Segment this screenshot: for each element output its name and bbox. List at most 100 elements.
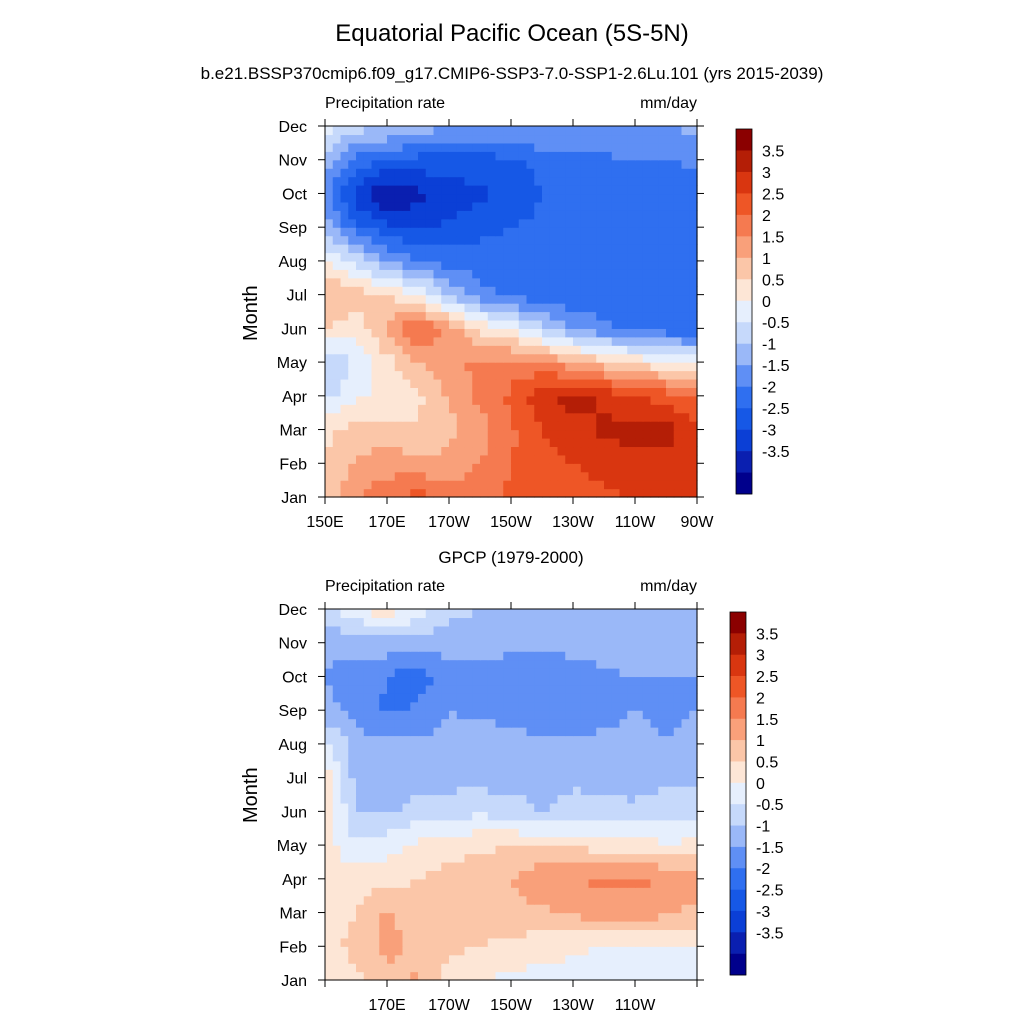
heatmap-cell [371, 395, 380, 405]
heatmap-cell [325, 878, 334, 888]
heatmap-cell [619, 480, 628, 490]
heatmap-cell [580, 480, 590, 490]
heatmap-cell [410, 362, 419, 372]
heatmap-cell [340, 286, 349, 296]
heatmap-cell [371, 168, 380, 178]
heatmap-cell [402, 937, 411, 947]
heatmap-cell [394, 904, 404, 914]
heatmap-cell [418, 811, 427, 821]
heatmap-cell [487, 353, 497, 363]
heatmap-cell [363, 303, 373, 313]
heatmap-cell [402, 294, 411, 304]
heatmap-cell [441, 362, 450, 372]
heatmap-cell [689, 201, 698, 211]
heatmap-cell [565, 861, 574, 871]
heatmap-cell [363, 819, 373, 829]
heatmap-cell [332, 828, 342, 838]
heatmap-cell [456, 668, 466, 678]
heatmap-cell [425, 218, 435, 228]
heatmap-cell [325, 429, 334, 439]
heatmap-cell [480, 811, 489, 821]
heatmap-cell [348, 895, 357, 905]
heatmap-cell [371, 378, 380, 388]
heatmap-cell [619, 446, 628, 456]
heatmap-cell [464, 870, 473, 880]
heatmap-cell [371, 752, 380, 762]
heatmap-cell [658, 870, 667, 880]
heatmap-cell [642, 269, 652, 279]
heatmap-cell [332, 617, 342, 627]
heatmap-cell [666, 861, 675, 871]
heatmap-cell [495, 954, 504, 964]
heatmap-cell [441, 904, 450, 914]
heatmap-cell [449, 437, 458, 448]
heatmap-cell [604, 328, 613, 338]
heatmap-cell [580, 454, 590, 464]
heatmap-cell [402, 319, 411, 329]
heatmap-cell [557, 210, 566, 220]
heatmap-cell [534, 294, 543, 304]
heatmap-cell [332, 937, 342, 947]
heatmap-cell [394, 480, 404, 490]
heatmap-cell [387, 929, 396, 939]
heatmap-cell [387, 488, 396, 498]
heatmap-cell [557, 176, 566, 186]
heatmap-cell [642, 210, 652, 220]
heatmap-cell [410, 828, 419, 838]
heatmap-cell [534, 151, 543, 161]
heatmap-cell [371, 353, 380, 363]
heatmap-cell [402, 395, 411, 405]
heatmap-cell [511, 786, 520, 796]
heatmap-cell [588, 845, 597, 855]
heatmap-cell [658, 878, 667, 888]
heatmap-cell [604, 878, 613, 888]
heatmap-cell [503, 378, 512, 388]
heatmap-cell [449, 861, 458, 871]
heatmap-cell [557, 634, 566, 644]
heatmap-cell [511, 185, 520, 195]
heatmap-cell [472, 142, 481, 152]
heatmap-cell [402, 227, 411, 237]
heatmap-cell [410, 727, 419, 737]
heatmap-cell [596, 294, 605, 304]
heatmap-cell [371, 836, 380, 846]
heatmap-cell [348, 727, 357, 737]
heatmap-cell [410, 836, 419, 846]
heatmap-cell [611, 701, 621, 711]
heatmap-cell [635, 642, 644, 652]
heatmap-cell [402, 811, 411, 821]
heatmap-cell [580, 252, 590, 262]
heatmap-cell [526, 760, 535, 770]
heatmap-cell [348, 362, 357, 372]
heatmap-cell [658, 463, 667, 473]
heatmap-cell [658, 210, 667, 220]
heatmap-cell [658, 904, 667, 914]
heatmap-cell [689, 488, 698, 498]
heatmap-cell [425, 963, 435, 973]
heatmap-cell [487, 609, 497, 619]
heatmap-cell [681, 244, 690, 254]
heatmap-cell [433, 176, 442, 186]
heatmap-cell [464, 895, 473, 905]
heatmap-cell [433, 395, 442, 405]
heatmap-cell [425, 710, 435, 720]
heatmap-cell [518, 353, 528, 363]
heatmap-cell [379, 676, 388, 686]
heatmap-cell [534, 437, 543, 448]
heatmap-cell [549, 920, 559, 931]
heatmap-cell [418, 294, 427, 304]
heatmap-cell [394, 463, 404, 473]
x-tick-label: 150W [490, 997, 533, 1014]
heatmap-cell [418, 227, 427, 237]
heatmap-cell [503, 387, 512, 397]
heatmap-cell [379, 286, 388, 296]
heatmap-cell [604, 794, 613, 804]
heatmap-cell [549, 168, 559, 178]
heatmap-cell [518, 777, 528, 787]
heatmap-cell [410, 454, 419, 464]
heatmap-cell [371, 454, 380, 464]
heatmap-cell [635, 412, 644, 422]
heatmap-cell [681, 345, 690, 355]
heatmap-cell [495, 353, 504, 363]
heatmap-cell [627, 617, 636, 627]
